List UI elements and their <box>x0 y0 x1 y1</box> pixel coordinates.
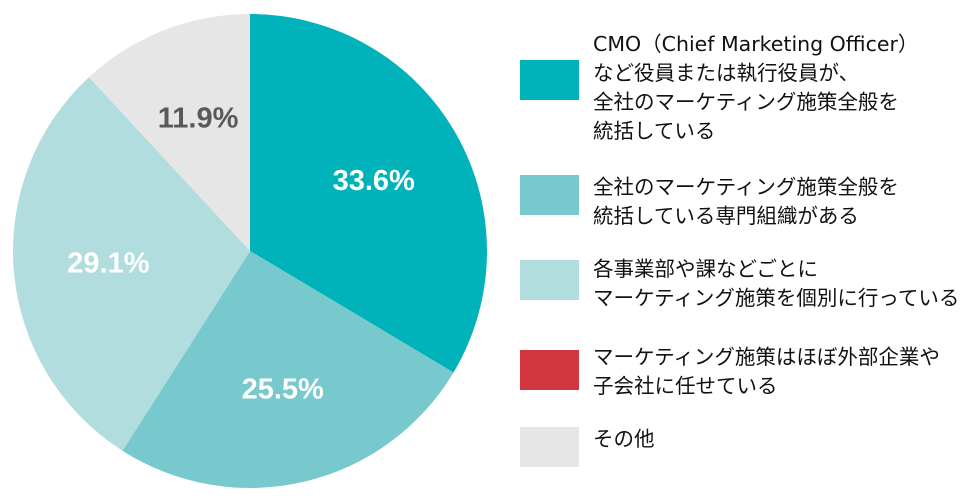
slice-value-label-4: 11.9% <box>158 103 239 135</box>
legend-swatch-0 <box>520 60 579 100</box>
legend-swatch-2 <box>520 260 579 300</box>
legend-label-3: マーケティング施策はほぼ外部企業や 子会社に任せている <box>593 345 940 398</box>
legend-label-2: 各事業部や課などごとに マーケティング施策を個別に行っている <box>593 257 960 310</box>
legend-swatch-4 <box>520 427 579 467</box>
slice-value-label-2: 29.1% <box>67 248 149 280</box>
slice-value-label-1: 25.5% <box>242 373 324 405</box>
pie-slice-0 <box>250 14 487 373</box>
pie-slice-4 <box>88 14 250 251</box>
pie-slice-1 <box>122 251 454 489</box>
legend-swatch-1 <box>520 175 579 215</box>
slice-value-label-0: 33.6% <box>333 165 415 197</box>
legend-label-0: CMO（Chief Marketing Officer） など役員または執行役員… <box>593 32 919 143</box>
legend-swatch-3 <box>520 350 579 390</box>
legend: CMO（Chief Marketing Officer） など役員または執行役員… <box>520 0 975 500</box>
legend-label-4: その他 <box>593 427 655 451</box>
pie-plot: 33.6% 25.5% 29.1% 11.9% <box>12 14 487 489</box>
legend-label-1: 全社のマーケティング施策全般を 統括している専門組織がある <box>593 175 899 228</box>
pie-slice-2 <box>12 77 251 451</box>
